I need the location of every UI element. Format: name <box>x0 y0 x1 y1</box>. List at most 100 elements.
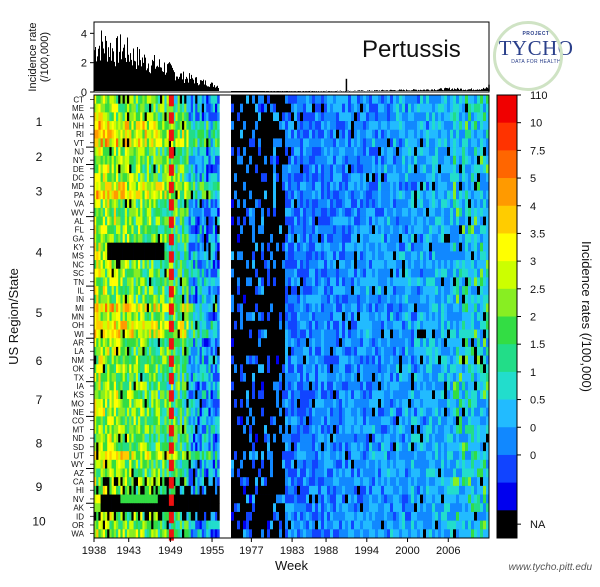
heatmap-cell <box>136 234 139 243</box>
heatmap-cell <box>134 373 137 382</box>
heatmap-cell <box>213 182 216 191</box>
heatmap-cell <box>189 121 192 130</box>
heatmap-cell <box>258 260 261 269</box>
heatmap-cell <box>195 312 198 321</box>
heatmap-cell <box>258 364 261 373</box>
heatmap-cell <box>285 286 288 295</box>
heatmap-cell <box>145 182 148 191</box>
heatmap-cell <box>118 225 121 234</box>
heatmap-cell <box>390 234 393 243</box>
heatmap-cell <box>160 182 163 191</box>
heatmap-cell <box>252 295 255 304</box>
heatmap-cell <box>127 295 130 304</box>
heatmap-cell <box>276 95 279 104</box>
heatmap-cell <box>109 199 112 208</box>
heatmap-cell <box>103 338 106 347</box>
heatmap-cell <box>300 130 303 139</box>
heatmap-cell <box>441 277 444 286</box>
heatmap-cell <box>206 138 209 147</box>
heatmap-cell <box>471 347 474 356</box>
heatmap-cell <box>402 147 405 156</box>
heatmap-cell <box>366 286 369 295</box>
heatmap-cell <box>300 225 303 234</box>
heatmap-cell <box>160 225 163 234</box>
heatmap-cell <box>255 251 258 260</box>
heatmap-cell <box>447 312 450 321</box>
heatmap-cell <box>127 130 130 139</box>
heatmap-cell <box>381 164 384 173</box>
heatmap-cell <box>156 164 159 173</box>
heatmap-cell <box>153 147 156 156</box>
heatmap-cell <box>158 138 161 147</box>
heatmap-cell <box>378 251 381 260</box>
heatmap-cell <box>438 321 441 330</box>
heatmap-cell <box>145 147 148 156</box>
heatmap-cell <box>393 269 396 278</box>
heatmap-cell <box>312 147 315 156</box>
heatmap-cell <box>191 286 194 295</box>
heatmap-cell <box>129 164 132 173</box>
heatmap-cell <box>474 95 477 104</box>
top-ylabel-line-1: (/100,000) <box>39 32 51 82</box>
heatmap-cell <box>471 243 474 252</box>
heatmap-cell <box>456 243 459 252</box>
heatmap-cell <box>243 356 246 365</box>
heatmap-cell <box>270 95 273 104</box>
heatmap-cell <box>258 164 261 173</box>
heatmap-cell <box>477 295 480 304</box>
heatmap-cell <box>384 191 387 200</box>
heatmap-cell <box>105 95 108 104</box>
heatmap-cell <box>261 312 264 321</box>
heatmap-cell <box>127 217 130 226</box>
heatmap-cell <box>264 138 267 147</box>
heatmap-cell <box>426 173 429 182</box>
heatmap-cell <box>453 260 456 269</box>
heatmap-cell <box>255 356 258 365</box>
heatmap-cell <box>423 208 426 217</box>
heatmap-cell <box>366 295 369 304</box>
heatmap-cell <box>149 356 152 365</box>
heatmap-cell <box>195 173 198 182</box>
heatmap-cell <box>318 112 321 121</box>
heatmap-cell <box>306 243 309 252</box>
heatmap-cell <box>390 347 393 356</box>
heatmap-cell <box>282 260 285 269</box>
heatmap-cell <box>270 347 273 356</box>
heatmap-cell <box>267 303 270 312</box>
heatmap-cell <box>109 182 112 191</box>
heatmap-cell <box>131 234 134 243</box>
heatmap-cell <box>288 217 291 226</box>
heatmap-cell <box>381 147 384 156</box>
heatmap-cell <box>136 295 139 304</box>
heatmap-cell <box>270 147 273 156</box>
heatmap-cell <box>291 251 294 260</box>
heatmap-cell <box>402 277 405 286</box>
heatmap-cell <box>252 312 255 321</box>
heatmap-cell <box>164 225 167 234</box>
heatmap-cell <box>193 138 196 147</box>
heatmap-cell <box>336 164 339 173</box>
heatmap-cell <box>435 234 438 243</box>
heatmap-cell <box>408 147 411 156</box>
heatmap-cell <box>312 312 315 321</box>
heatmap-cell <box>105 321 108 330</box>
heatmap-cell <box>206 191 209 200</box>
heatmap-cell <box>204 225 207 234</box>
heatmap-cell <box>327 269 330 278</box>
heatmap-cell <box>186 234 189 243</box>
heatmap-cell <box>375 260 378 269</box>
heatmap-cell <box>105 121 108 130</box>
heatmap-cell <box>357 173 360 182</box>
heatmap-cell <box>153 243 156 252</box>
heatmap-cell <box>444 251 447 260</box>
heatmap-cell <box>197 260 200 269</box>
heatmap-cell <box>309 199 312 208</box>
heatmap-cell <box>432 251 435 260</box>
heatmap-cell <box>318 191 321 200</box>
heatmap-cell <box>255 303 258 312</box>
heatmap-cell <box>217 234 220 243</box>
heatmap-cell <box>231 251 234 260</box>
heatmap-cell <box>282 191 285 200</box>
heatmap-cell <box>240 225 243 234</box>
